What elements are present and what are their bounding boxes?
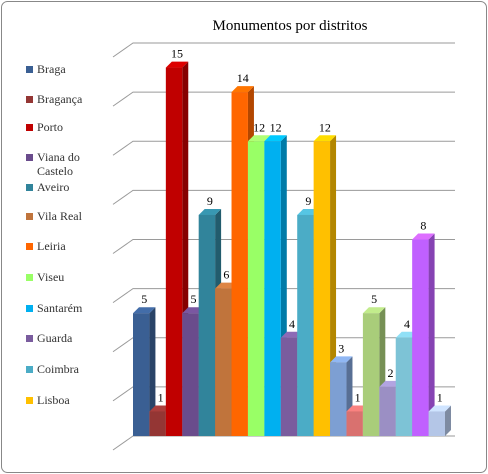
value-label: 12 [253, 120, 265, 134]
legend-swatch [26, 96, 33, 103]
bar-top [165, 61, 189, 68]
bar [428, 411, 445, 436]
legend-item: Aveiro [26, 180, 93, 194]
bar-top [313, 135, 337, 142]
bar [362, 313, 380, 436]
legend-label: Vila Real [37, 209, 82, 223]
legend-item: Santarém [26, 301, 93, 315]
bar-top [231, 86, 254, 93]
bar [247, 141, 265, 436]
value-label: 5 [371, 292, 377, 306]
value-label: 4 [404, 317, 410, 331]
legend-swatch [26, 366, 33, 373]
value-label: 1 [158, 390, 164, 404]
bar-top [412, 233, 435, 240]
value-label: 1 [437, 390, 443, 404]
bar [264, 141, 281, 436]
legend-label: Santarém [37, 301, 83, 315]
value-label: 12 [270, 120, 282, 134]
grid-line [112, 239, 455, 254]
legend-swatch [26, 154, 33, 161]
value-label: 6 [223, 268, 229, 282]
legend-item: Vila Real [26, 209, 93, 223]
bar [297, 214, 314, 436]
bar-top [330, 356, 353, 363]
bar [165, 67, 183, 436]
legend-swatch [26, 397, 33, 404]
bar [346, 411, 363, 436]
bar-top [428, 405, 451, 412]
bar-top [198, 208, 222, 215]
bar-top [247, 135, 271, 142]
legend-swatch [26, 243, 33, 250]
legend-label: Aveiro [37, 180, 70, 194]
legend-swatch [26, 213, 33, 220]
chart-title: Monumentos por distritos [212, 18, 367, 34]
value-label: 5 [190, 292, 196, 306]
legend-item: Viseu [26, 270, 93, 284]
value-label: 5 [141, 292, 147, 306]
value-label: 9 [305, 194, 311, 208]
grid-line [112, 288, 455, 304]
value-label: 1 [355, 390, 361, 404]
bar [182, 313, 199, 436]
legend-swatch [26, 335, 33, 342]
legend-swatch [26, 124, 33, 131]
legend-label: Viseu [37, 270, 65, 284]
grid-line [112, 42, 455, 58]
value-label: 4 [289, 317, 295, 331]
grid-line [112, 189, 455, 205]
bar [395, 337, 413, 436]
legend-swatch [26, 184, 33, 191]
legend-item: Braga [26, 62, 93, 76]
bar-side [445, 405, 451, 436]
bar [133, 313, 150, 436]
legend-label: Coimbra [37, 362, 79, 376]
bar-side [428, 233, 435, 436]
bar [198, 214, 216, 436]
bar [412, 239, 429, 436]
value-label: 12 [319, 120, 331, 134]
legend-item: Porto [26, 120, 93, 134]
value-label: 14 [237, 71, 249, 85]
legend-item: Bragança [26, 92, 93, 106]
grid-line [112, 91, 455, 107]
legend-item: Viana do Castelo [26, 150, 93, 178]
legend-item: Lisboa [26, 393, 93, 407]
legend-label: Lisboa [37, 393, 70, 407]
value-label: 15 [171, 47, 183, 61]
legend-swatch [26, 305, 33, 312]
legend-item: Guarda [26, 331, 93, 345]
bar [231, 92, 248, 436]
bar-top [264, 135, 287, 142]
legend-label: Guarda [37, 331, 73, 345]
value-label: 2 [388, 366, 394, 380]
bar-side [149, 307, 156, 436]
legend-swatch [26, 66, 33, 73]
bar-top [133, 307, 156, 314]
legend-swatch [26, 274, 33, 281]
legend-item: Leiria [26, 239, 93, 253]
value-label: 3 [338, 341, 344, 355]
bar [215, 288, 232, 436]
bar [379, 386, 396, 436]
grid-line [112, 140, 455, 156]
legend-item: Coimbra [26, 362, 93, 376]
bar [330, 362, 347, 436]
bar [280, 337, 298, 436]
legend-label: Bragança [37, 92, 83, 106]
bar [149, 411, 166, 436]
legend-label: Porto [37, 120, 64, 134]
legend-label: Viana do Castelo [37, 150, 80, 178]
bar [313, 141, 331, 436]
legend-label: Braga [37, 62, 66, 76]
legend-label: Leiria [37, 239, 66, 253]
value-label: 8 [420, 219, 426, 233]
value-label: 9 [207, 194, 213, 208]
bar-top [362, 307, 386, 314]
